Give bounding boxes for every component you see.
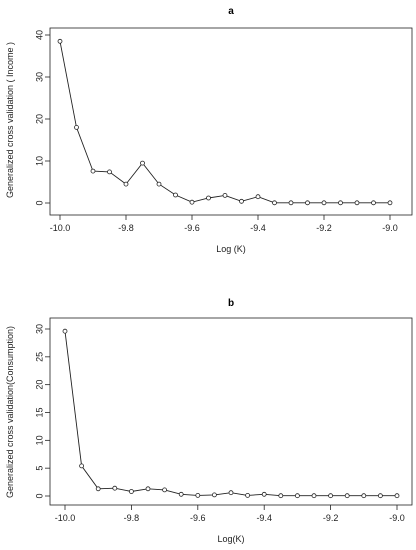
chart-a-xlabel: Log (K) xyxy=(216,244,246,254)
chart-b-ytick-label: 10 xyxy=(34,435,44,445)
chart-b-xtick-label: -9.6 xyxy=(190,513,206,523)
chart-a-data-point xyxy=(354,200,360,206)
chart-b-ylabel: Generalized cross validation(Consumption… xyxy=(5,326,15,498)
chart-b-xtick-label: -10.0 xyxy=(55,513,76,523)
chart-a-ytick-label: 10 xyxy=(34,156,44,166)
chart-a-data-point xyxy=(206,195,211,201)
chart-b-data-point xyxy=(311,493,317,499)
chart-b-data-point xyxy=(195,492,201,498)
chart-b-data-point xyxy=(394,493,400,499)
chart-a-data-point xyxy=(123,181,129,187)
chart-a-xtick-label: -9.4 xyxy=(250,223,266,233)
chart-a-plot-frame xyxy=(49,27,413,216)
chart-a-data-point xyxy=(173,192,178,198)
chart-a-xtick-label: -9.8 xyxy=(118,223,134,233)
chart-a-data-point xyxy=(74,125,79,130)
chart-a-data-point xyxy=(57,38,63,44)
chart-a-title: a xyxy=(228,6,234,17)
chart-b-xtick-label: -9.4 xyxy=(256,513,272,523)
chart-a: a Log (K) Generalized cross validation (… xyxy=(5,6,413,254)
chart-b-data-point xyxy=(145,486,151,492)
chart-a-xtick-label: -9.6 xyxy=(184,223,200,233)
chart-b-data-point xyxy=(228,490,234,496)
chart-b-ytick-label: 15 xyxy=(34,407,44,417)
chart-a-xtick-label: -9.2 xyxy=(316,223,332,233)
chart-b-ytick-label: 30 xyxy=(34,324,44,334)
chart-b-data-point xyxy=(328,493,334,499)
chart-b-data-point xyxy=(62,328,68,334)
chart-b-data-point xyxy=(261,491,267,497)
chart-b-data-point xyxy=(344,493,350,499)
chart-a-data-point xyxy=(239,198,244,204)
chart-b-ytick-label: 25 xyxy=(34,352,44,362)
chart-a-series-line xyxy=(59,41,390,204)
chart-a-data-point xyxy=(222,192,228,198)
chart-b-data-point xyxy=(361,493,367,499)
chart-b: b Log(K) Generalized cross validation(Co… xyxy=(5,298,413,544)
chart-b-xlabel: Log(K) xyxy=(217,534,244,544)
chart-a-data-point xyxy=(90,168,96,174)
chart-a-data-point xyxy=(288,200,294,206)
chart-a-data-point xyxy=(189,199,195,205)
chart-b-xtick-label: -9.2 xyxy=(323,513,339,523)
chart-b-ytick-label: 0 xyxy=(34,493,44,498)
chart-a-data-point xyxy=(272,200,277,206)
chart-a-data-point xyxy=(107,169,112,175)
chart-b-data-point xyxy=(245,492,251,498)
chart-a-data-point xyxy=(156,181,162,187)
chart-b-data-point xyxy=(128,489,134,494)
chart-a-ytick-label: 20 xyxy=(34,114,44,124)
chart-b-data-point xyxy=(95,486,101,492)
chart-b-ytick-label: 20 xyxy=(34,380,44,390)
chart-b-data-point xyxy=(162,487,168,493)
chart-b-xtick-label: -9.0 xyxy=(389,513,405,523)
chart-a-data-point xyxy=(387,200,393,206)
chart-b-plot-frame xyxy=(49,317,413,506)
chart-a-data-point xyxy=(321,200,327,206)
chart-a-xtick-label: -9.0 xyxy=(382,223,398,233)
chart-a-data-point xyxy=(255,194,261,200)
chart-a-data-point xyxy=(371,200,376,206)
chart-a-data-point xyxy=(305,200,310,206)
chart-b-ytick-label: 5 xyxy=(34,466,44,471)
chart-b-data-point xyxy=(278,493,284,499)
chart-a-ytick-label: 40 xyxy=(34,30,44,40)
chart-b-xtick-label: -9.8 xyxy=(124,513,140,523)
chart-b-data-point xyxy=(79,463,84,469)
chart-a-data-point xyxy=(338,200,343,206)
chart-a-ylabel: Generalized cross validation ( Income ) xyxy=(5,42,15,198)
chart-b-data-point xyxy=(112,485,118,491)
chart-a-ytick-label: 30 xyxy=(34,72,44,82)
chart-a-xtick-label: -10.0 xyxy=(50,223,71,233)
chart-a-data-point xyxy=(140,160,145,166)
chart-b-series-line xyxy=(64,331,397,497)
chart-b-title: b xyxy=(228,298,234,309)
chart-b-data-point xyxy=(178,491,184,497)
chart-b-data-point xyxy=(294,493,300,499)
chart-b-data-point xyxy=(211,492,217,498)
chart-b-data-point xyxy=(377,493,383,499)
chart-a-ytick-label: 0 xyxy=(34,200,44,205)
